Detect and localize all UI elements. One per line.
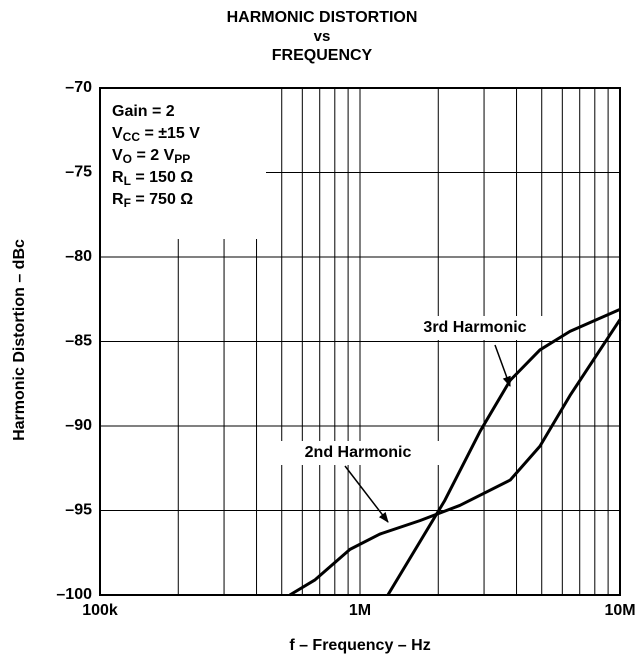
condition-part: O <box>123 152 132 166</box>
label-bg <box>274 441 446 465</box>
label-bg <box>404 316 546 340</box>
y-tick-label: –85 <box>65 333 92 350</box>
y-tick-label: –70 <box>65 79 92 96</box>
condition-part: Gain = 2 <box>112 103 175 120</box>
condition-part: = ±15 V <box>140 125 200 142</box>
condition-part: F <box>124 196 131 210</box>
condition-part: = 150 Ω <box>131 169 193 186</box>
condition-part: = 750 Ω <box>131 191 193 208</box>
chart-title: HARMONIC DISTORTION <box>227 9 418 26</box>
x-tick-label: 10M <box>604 602 635 619</box>
x-axis-label: f – Frequency – Hz <box>289 637 430 654</box>
condition-part: V <box>112 125 123 142</box>
arrow <box>494 344 511 387</box>
chart-title: vs <box>314 28 331 45</box>
chart-title: FREQUENCY <box>272 47 373 64</box>
y-tick-label: –100 <box>56 586 92 603</box>
condition: VCC = ±15 V <box>112 125 200 144</box>
plot-frame <box>99 87 621 596</box>
condition-part: R <box>112 191 124 208</box>
annotation: 2nd Harmonic <box>305 444 412 461</box>
y-tick-label: –90 <box>65 417 92 434</box>
condition-part: L <box>124 174 131 188</box>
y-tick-label: –80 <box>65 248 92 265</box>
x-tick-label: 100k <box>82 602 118 619</box>
condition: RL = 150 Ω <box>112 169 193 188</box>
y-tick-label: –75 <box>65 164 92 181</box>
condition-part: CC <box>123 130 141 144</box>
arrow <box>344 465 389 523</box>
condition: RF = 750 Ω <box>112 191 193 210</box>
condition: Gain = 2 <box>112 103 175 120</box>
line <box>289 318 622 597</box>
y-tick-label: –95 <box>65 502 92 519</box>
conditions-box <box>101 89 266 239</box>
condition-part: R <box>112 169 124 186</box>
condition-part: V <box>112 147 123 164</box>
x-tick-label: 1M <box>349 602 371 619</box>
condition: VO = 2 VPP <box>112 147 190 166</box>
condition-part: = 2 V <box>132 147 175 164</box>
condition-part: PP <box>174 152 190 166</box>
annotation: 3rd Harmonic <box>423 319 526 336</box>
y-axis-label: Harmonic Distortion – dBc <box>11 239 28 441</box>
